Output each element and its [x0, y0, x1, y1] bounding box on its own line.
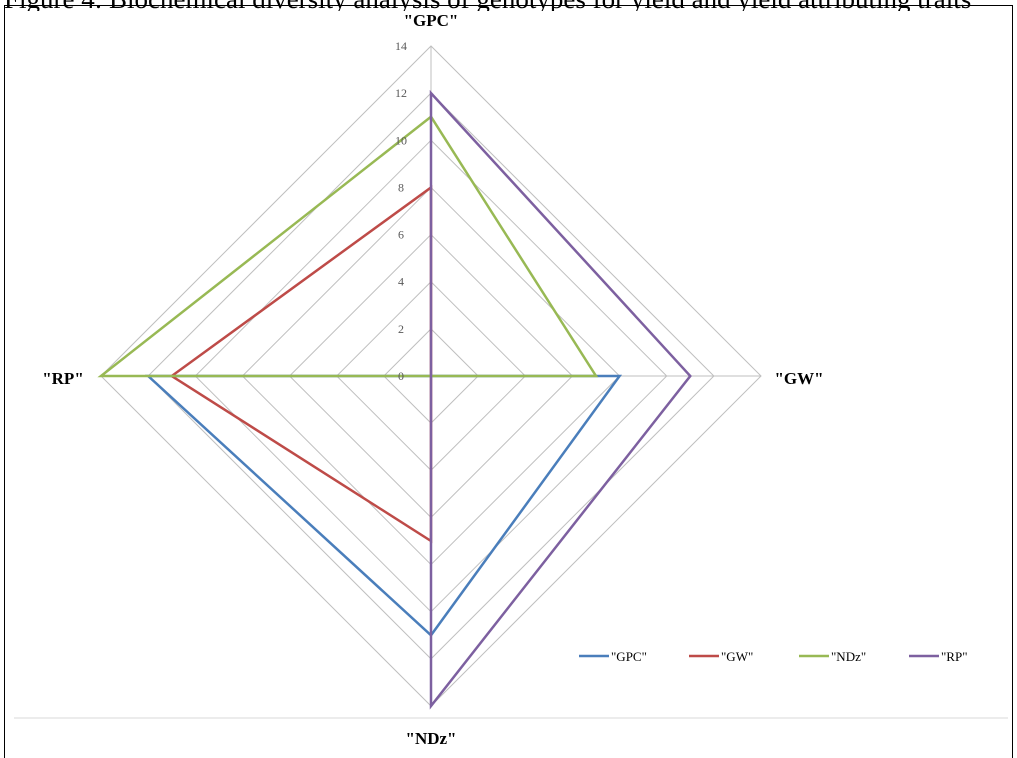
legend-label-rp: "RP" — [941, 649, 968, 664]
frame-left-border — [4, 5, 5, 758]
tick-label-14: 14 — [395, 39, 407, 53]
tick-label-12: 12 — [395, 86, 407, 100]
tick-label-4: 4 — [398, 275, 404, 289]
axis-label-gpc: "GPC" — [404, 11, 459, 30]
axis-label-ndz: "NDz" — [406, 729, 457, 748]
legend: "GPC" "GW" "NDz" "RP" — [579, 649, 968, 664]
tick-label-8: 8 — [398, 180, 404, 194]
frame-right-border — [1012, 5, 1013, 758]
axis-label-gw: "GW" — [774, 369, 823, 388]
radial-tick-labels: 0 2 4 6 8 10 12 14 — [395, 39, 407, 383]
axis-labels: "GPC" "GW" "NDz" "RP" — [42, 11, 823, 748]
tick-label-6: 6 — [398, 228, 404, 242]
tick-label-2: 2 — [398, 322, 404, 336]
radar-series — [97, 89, 692, 710]
legend-label-gw: "GW" — [721, 649, 753, 664]
axis-label-rp: "RP" — [42, 369, 84, 388]
tick-label-0: 0 — [398, 369, 404, 383]
series-line-rp — [429, 89, 692, 710]
tick-label-10: 10 — [395, 133, 407, 147]
frame-top-border — [4, 5, 1013, 6]
legend-label-ndz: "NDz" — [831, 649, 866, 664]
series-line-gpc — [144, 374, 623, 638]
legend-label-gpc: "GPC" — [611, 649, 647, 664]
